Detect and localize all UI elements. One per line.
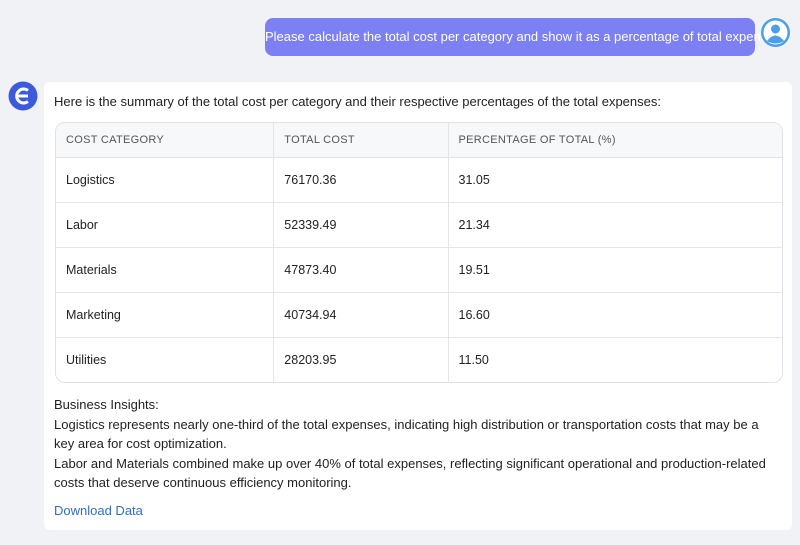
table-body: Logistics 76170.36 31.05 Labor 52339.49 21.34… (56, 157, 782, 382)
table-cell: 52339.49 (273, 202, 449, 248)
table-container: COST CATEGORY TOTAL COST PERCENTAGE OF TOT… (55, 122, 783, 383)
table-cell: 21.34 (447, 202, 782, 248)
table-row: Logistics 76170.36 31.05 (56, 157, 782, 203)
assistant-message: Here is the summary of the total cost pe… (44, 82, 792, 530)
table-cell: Labor (56, 202, 274, 248)
column-header: PERCENTAGE OF TOTAL (%) (447, 123, 782, 158)
user-message: Please calculate the total cost per cate… (265, 18, 781, 56)
header-row: COST CATEGORY TOTAL COST PERCENTAGE OF TOT… (56, 123, 782, 158)
table-cell: 47873.40 (273, 247, 449, 293)
insight-paragraph: Logistics represents nearly one-third of… (54, 416, 759, 452)
table-row: Labor 52339.49 21.34 (56, 202, 782, 248)
table-cell: Utilities (56, 337, 274, 382)
table-cell: 31.05 (447, 157, 782, 203)
column-header: TOTAL COST (273, 123, 449, 158)
table-row: Utilities 28203.95 11.50 (56, 337, 782, 382)
table-cell: 11.50 (447, 337, 782, 382)
table-cell: 40734.94 (273, 292, 449, 338)
table-cell: 28203.95 (273, 337, 449, 382)
table-cell: 16.60 (447, 292, 782, 338)
download-link[interactable]: Download Data (54, 503, 143, 518)
insights-title: Business Insights: (54, 397, 159, 412)
table-cell: 76170.36 (273, 157, 449, 203)
table-row: Marketing 40734.94 16.60 (56, 292, 782, 338)
user-avatar (761, 18, 790, 47)
insights: Business Insights: Logistics represents … (54, 395, 779, 493)
intro-text: Here is the summary of the total cost pe… (54, 94, 661, 109)
summary-table: COST CATEGORY TOTAL COST PERCENTAGE OF TOT… (56, 123, 782, 382)
table-cell: Marketing (56, 292, 274, 338)
table-row: Materials 47873.40 19.51 (56, 247, 782, 293)
column-header: COST CATEGORY (56, 123, 274, 158)
table-cell: Materials (56, 247, 274, 293)
table-cell: 19.51 (447, 247, 782, 293)
table-cell: Logistics (66, 173, 115, 187)
insight-paragraph: Labor and Materials combined make up ove… (54, 455, 766, 491)
assistant-avatar (8, 81, 38, 111)
